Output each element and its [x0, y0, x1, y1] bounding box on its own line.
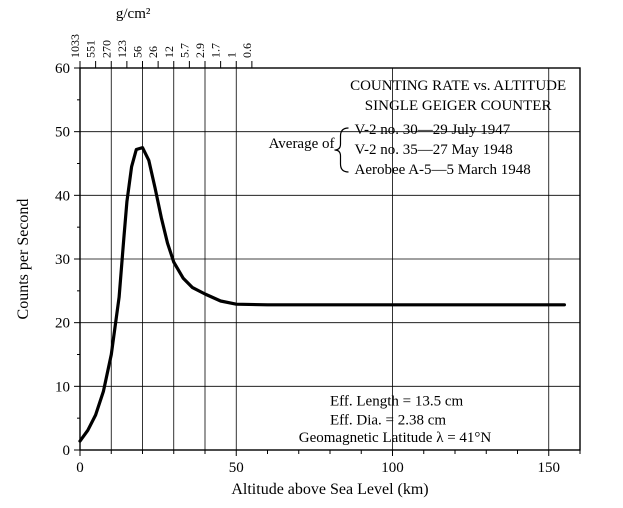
- y-tick-label: 0: [63, 443, 71, 459]
- y-tick-label: 40: [55, 188, 70, 204]
- chart-title-1: COUNTING RATE vs. ALTITUDE: [350, 78, 566, 94]
- average-item: Aerobee A-5—5 March 1948: [355, 162, 531, 178]
- brace-icon: [335, 128, 349, 172]
- top-axis-label: g/cm²: [116, 6, 151, 22]
- pressure-tick-label: 12: [162, 46, 176, 58]
- x-tick-label: 150: [538, 460, 561, 476]
- pressure-tick-label: 1: [224, 52, 238, 58]
- y-axis-label: Counts per Second: [15, 199, 32, 320]
- eff-dia-label: Eff. Dia. = 2.38 cm: [330, 413, 446, 429]
- pressure-tick-label: 1.7: [209, 43, 223, 58]
- cosmic-ray-chart: 0102030405060050100150103355127012356261…: [0, 0, 623, 508]
- pressure-tick-label: 56: [131, 46, 145, 58]
- pressure-tick-label: 0.6: [240, 43, 254, 58]
- pressure-tick-label: 270: [99, 40, 113, 58]
- average-item: V-2 no. 30—29 July 1947: [355, 122, 511, 138]
- pressure-tick-label: 551: [84, 40, 98, 58]
- y-tick-label: 30: [55, 252, 70, 268]
- pressure-tick-label: 1033: [68, 34, 82, 58]
- eff-length-label: Eff. Length = 13.5 cm: [330, 393, 463, 409]
- chart-svg: 0102030405060050100150103355127012356261…: [0, 0, 623, 508]
- average-item: V-2 no. 35—27 May 1948: [355, 142, 513, 158]
- y-tick-label: 60: [55, 61, 70, 77]
- geomag-label: Geomagnetic Latitude λ = 41°N: [299, 430, 492, 446]
- x-axis-label: Altitude above Sea Level (km): [231, 481, 428, 498]
- y-tick-label: 10: [55, 379, 70, 395]
- pressure-tick-label: 123: [115, 40, 129, 58]
- pressure-tick-label: 5.7: [177, 43, 191, 58]
- average-of-label: Average of: [269, 136, 335, 152]
- y-tick-label: 50: [55, 125, 70, 141]
- x-tick-label: 100: [381, 460, 404, 476]
- x-tick-label: 0: [76, 460, 84, 476]
- y-tick-label: 20: [55, 316, 70, 332]
- pressure-tick-label: 26: [146, 46, 160, 58]
- pressure-tick-label: 2.9: [193, 43, 207, 58]
- chart-title-2: SINGLE GEIGER COUNTER: [365, 98, 552, 114]
- x-tick-label: 50: [229, 460, 244, 476]
- counting-rate-curve: [80, 148, 564, 442]
